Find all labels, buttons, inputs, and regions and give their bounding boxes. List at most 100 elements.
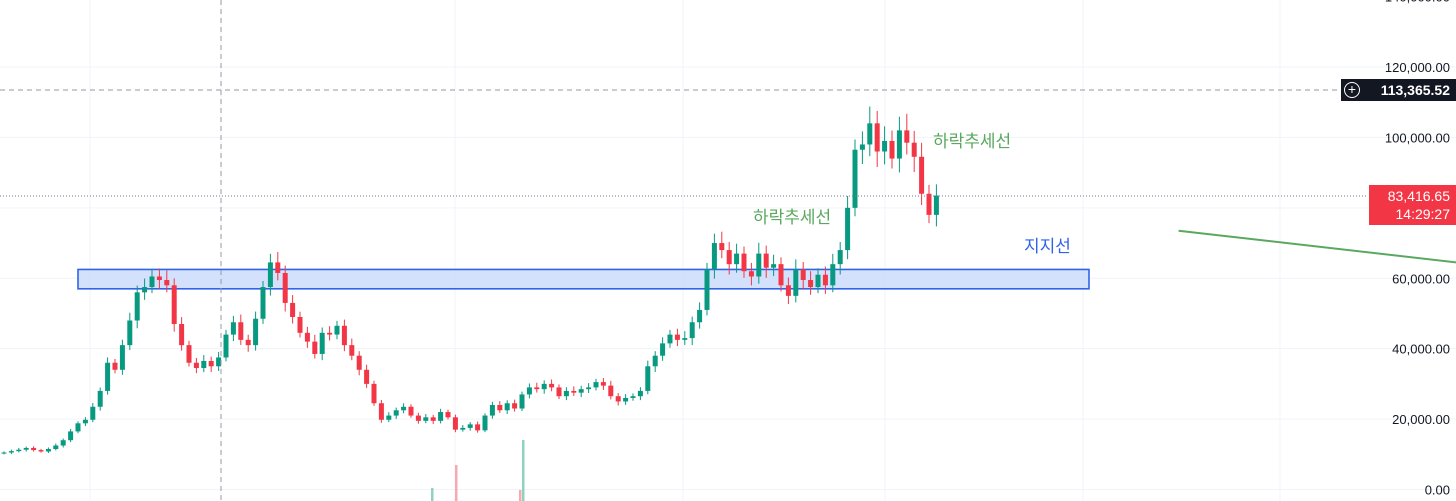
y-tick-label: 40,000.00 — [1392, 342, 1450, 357]
candle-body — [756, 253, 762, 277]
candle-body — [134, 292, 140, 321]
candle-body — [401, 406, 407, 411]
trendline — [1178, 229, 1456, 264]
candle-body — [445, 412, 451, 418]
trendline-label: 하락추세선 — [753, 208, 831, 228]
candle-body — [830, 264, 836, 286]
candle-body — [60, 440, 66, 446]
candle-body — [815, 274, 821, 288]
support-label: 지지선 — [1024, 237, 1071, 257]
candle-body — [8, 451, 14, 453]
candle-body — [526, 387, 532, 395]
y-tick-label: 0.00 — [1425, 483, 1450, 498]
candle-body — [556, 387, 562, 397]
y-tick-label: 100,000.00 — [1385, 130, 1450, 145]
candle-body — [452, 417, 458, 430]
candle-body — [423, 417, 429, 421]
volume-bar — [519, 490, 522, 501]
candle-body — [319, 332, 325, 354]
candle-body — [852, 149, 858, 208]
y-axis[interactable]: 0.00 20,000.00 40,000.00 60,000.00 100,000.0… — [1385, 0, 1450, 498]
crosshair-price-label: 113,365.52 — [1341, 79, 1456, 101]
candle-body — [778, 264, 784, 286]
add-alert-plus-icon[interactable]: + — [1344, 82, 1360, 98]
candle-body — [904, 130, 910, 143]
candle-body — [845, 207, 851, 251]
candle-body — [571, 390, 577, 393]
candle-body — [874, 123, 880, 152]
candle-body — [763, 253, 769, 268]
candle-body — [430, 417, 436, 421]
candle-body — [667, 334, 673, 344]
candle-body — [245, 339, 251, 346]
candle-body — [919, 156, 925, 194]
candle-body — [267, 262, 273, 288]
bar-countdown: 14:29:27 — [1395, 206, 1451, 222]
candle-body — [519, 394, 525, 409]
candle-body — [378, 403, 384, 420]
candle-body — [593, 382, 599, 388]
trendlines[interactable] — [1178, 106, 1456, 433]
candle-body — [119, 345, 125, 370]
candle-body — [726, 250, 732, 265]
volume-bar — [522, 440, 525, 501]
candle-body — [608, 385, 614, 397]
candle-body — [304, 332, 310, 342]
candle-body — [386, 415, 392, 420]
candle-body — [652, 355, 658, 367]
candle-body — [578, 389, 584, 393]
candle-body — [837, 250, 843, 265]
candle-body — [460, 427, 466, 430]
candle-body — [393, 410, 399, 416]
candle-body — [164, 280, 170, 286]
y-tick-label: 20,000.00 — [1392, 412, 1450, 427]
candle-body — [97, 390, 103, 407]
candle-body — [615, 396, 621, 402]
candle-body — [327, 332, 333, 335]
candle-body — [882, 140, 888, 152]
candle-body — [926, 193, 932, 215]
candle-body — [748, 271, 754, 277]
volume-bars — [431, 440, 525, 501]
candle-body — [364, 369, 370, 384]
candle-body — [179, 324, 185, 346]
candle-body — [534, 387, 540, 390]
candle-body — [467, 424, 473, 428]
candle-body — [275, 262, 281, 273]
candle-body — [497, 405, 503, 411]
candle-body — [253, 318, 259, 346]
candle-body — [697, 309, 703, 323]
candle-body — [704, 269, 710, 310]
candle-body — [793, 269, 799, 296]
candle-body — [334, 325, 340, 335]
candle-body — [911, 142, 917, 157]
candle-body — [45, 449, 51, 452]
candle-body — [563, 390, 569, 397]
candle-body — [371, 383, 377, 404]
candle-body — [201, 360, 207, 369]
candle-body — [1, 452, 7, 454]
candle-body — [149, 276, 155, 288]
candle-body — [549, 383, 555, 388]
candle-body — [734, 253, 740, 265]
candle-body — [512, 403, 518, 409]
candle-body — [504, 403, 510, 411]
candle-body — [349, 345, 355, 356]
y-tick-label: 60,000.00 — [1392, 271, 1450, 286]
candle-body — [23, 447, 29, 450]
candle-body — [867, 123, 873, 145]
candle-body — [771, 264, 777, 268]
candle-body — [674, 334, 680, 340]
candle-body — [105, 362, 111, 391]
candle-body — [822, 274, 828, 286]
candle-body — [112, 362, 118, 370]
candle-body — [889, 140, 895, 159]
candle-body — [600, 382, 606, 386]
candle-body — [260, 287, 266, 319]
y-tick-label: 120,000.00 — [1385, 60, 1450, 75]
support-zone-rect — [77, 268, 1090, 290]
candle-body — [356, 355, 362, 370]
support-zone[interactable] — [77, 268, 1090, 290]
